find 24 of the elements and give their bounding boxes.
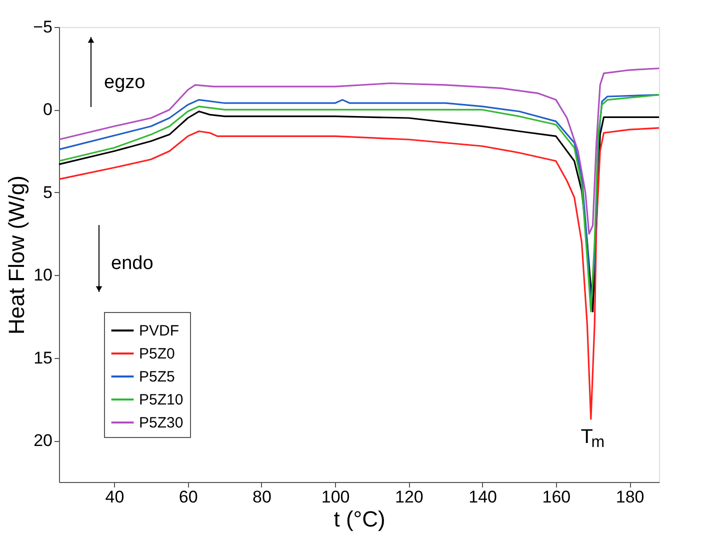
x-tick-label: 40 [105, 488, 124, 506]
legend-label: P5Z10 [139, 392, 184, 408]
legend-label: PVDF [139, 322, 180, 340]
x-tick-label: 140 [468, 488, 497, 506]
y-axis-title: Heat Flow (W/g) [4, 176, 30, 334]
x-tick-label: 100 [321, 488, 350, 506]
y-tick-label: −5 [33, 18, 52, 36]
x-tick-label: 160 [542, 488, 571, 506]
legend-label: P5Z5 [139, 368, 175, 386]
annotation: egzo [104, 72, 146, 93]
x-tick-label: 60 [178, 488, 198, 506]
line-series [58, 68, 660, 235]
y-tick-label: 5 [43, 182, 52, 202]
x-axis-title: t (°C) [334, 506, 386, 532]
x-tick-label: 180 [616, 488, 644, 506]
legend-label: P5Z0 [139, 346, 175, 362]
y-tick-label: 10 [34, 266, 52, 285]
y-tick-label: 0 [43, 100, 52, 120]
y-tick-label: 15 [34, 348, 52, 368]
y-tick-label: 20 [34, 431, 52, 450]
x-tick-label: 120 [395, 488, 424, 506]
annotation: endo [111, 253, 154, 274]
legend-label: P5Z30 [139, 414, 184, 432]
x-tick-label: 80 [252, 488, 272, 506]
